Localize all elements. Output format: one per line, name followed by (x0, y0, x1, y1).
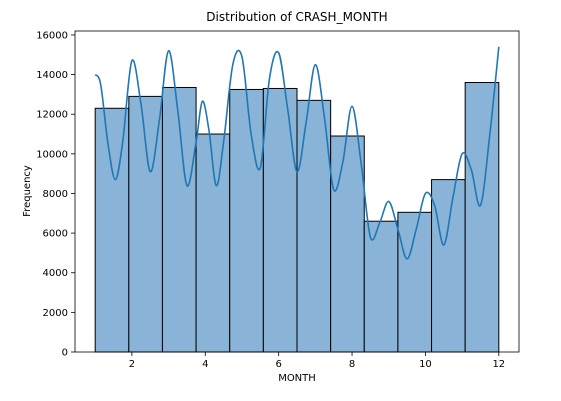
y-tick-label-12000: 12000 (36, 110, 68, 121)
y-tick-label-4000: 4000 (43, 268, 68, 279)
y-tick-label-16000: 16000 (36, 30, 68, 41)
y-axis-label: Frequency (22, 165, 33, 217)
plot-frame (74, 30, 520, 353)
kde-line (94, 46, 500, 260)
y-tick-label-2000: 2000 (43, 308, 68, 319)
histogram-bar-9 (363, 220, 399, 353)
chart-title: Distribution of CRASH_MONTH (206, 10, 387, 24)
histogram-bar-12 (464, 82, 500, 353)
x-tick-label-8: 8 (349, 359, 355, 370)
histogram-bar-7 (296, 99, 332, 353)
x-tick-label-2: 2 (129, 359, 135, 370)
x-tick-label-10: 10 (419, 359, 432, 370)
histogram-bar-5 (229, 88, 264, 353)
y-tick-label-0: 0 (62, 348, 68, 359)
x-axis-label: MONTH (278, 373, 316, 384)
histogram-bar-8 (330, 135, 365, 353)
histogram-bar-1 (94, 107, 130, 353)
x-tick-label-6: 6 (275, 359, 281, 370)
y-tick-label-10000: 10000 (36, 149, 68, 160)
x-axis-ticks: 2 4 6 8 10 12 (129, 352, 505, 370)
x-tick-label-4: 4 (202, 359, 208, 370)
bars-layer (94, 82, 500, 353)
x-tick-label-12: 12 (492, 359, 505, 370)
y-tick-label-14000: 14000 (36, 70, 68, 81)
y-axis-ticks: 0 2000 4000 6000 8000 10000 12000 14000 16000 (36, 30, 75, 359)
y-tick-label-8000: 8000 (43, 189, 68, 200)
histogram-bar-3 (161, 86, 197, 353)
histogram-bar-11 (431, 179, 466, 353)
y-tick-label-6000: 6000 (43, 229, 68, 240)
histogram-bar-6 (262, 87, 298, 353)
